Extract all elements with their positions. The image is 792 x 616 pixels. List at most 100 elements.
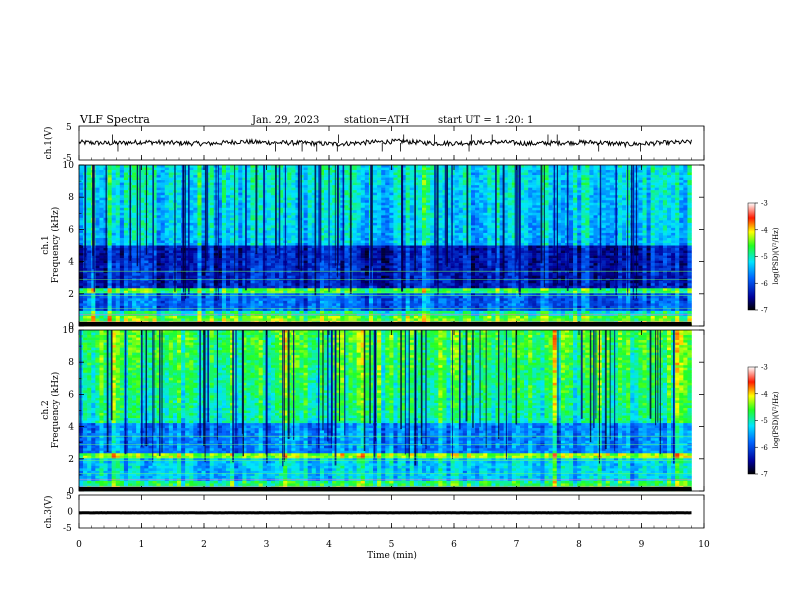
spectrogram-cell bbox=[659, 188, 663, 191]
spectrogram-cell bbox=[389, 203, 393, 206]
spectrogram-cell bbox=[577, 193, 581, 196]
spectrogram-cell bbox=[459, 235, 463, 238]
spectrogram-cell bbox=[536, 203, 540, 206]
spectrogram-cell bbox=[483, 178, 487, 181]
spectrogram-cell bbox=[267, 228, 271, 231]
spectrogram-cell bbox=[589, 213, 593, 216]
spectrogram-cell bbox=[671, 230, 675, 233]
spectrogram-cell bbox=[357, 173, 361, 176]
spectrogram-cell bbox=[381, 200, 385, 203]
spectrogram-cell bbox=[618, 170, 622, 173]
spectrogram-cell bbox=[304, 210, 308, 213]
spectrogram-cell bbox=[671, 180, 675, 183]
spectrogram-cell bbox=[581, 243, 585, 246]
spectrogram-cell bbox=[308, 208, 312, 211]
spectrogram-cell bbox=[418, 193, 422, 196]
spectrogram-cell bbox=[124, 180, 128, 183]
spectrogram-cell bbox=[536, 238, 540, 241]
spectrogram-cell bbox=[483, 225, 487, 228]
spectrogram-cell bbox=[663, 188, 667, 191]
spectrogram-cell bbox=[671, 185, 675, 188]
spectrogram-cell bbox=[626, 230, 630, 233]
spectrogram-cell bbox=[377, 175, 381, 178]
spectrogram-cell bbox=[471, 188, 475, 191]
spectrogram-cell bbox=[687, 200, 691, 203]
spectrogram-cell bbox=[357, 198, 361, 201]
spectrogram-cell bbox=[87, 170, 91, 173]
spectrogram-cell bbox=[108, 230, 112, 233]
spectrogram-cell bbox=[361, 178, 365, 181]
spectrogram-cell bbox=[536, 210, 540, 213]
spectrogram-cell bbox=[663, 235, 667, 238]
spectrogram-cell bbox=[549, 183, 553, 186]
spectrogram-cell bbox=[124, 188, 128, 191]
spectrogram-cell bbox=[459, 230, 463, 233]
spectrogram-cell bbox=[332, 213, 336, 216]
spectrogram-cell bbox=[438, 220, 442, 223]
spectrogram-cell bbox=[683, 220, 687, 223]
spectrogram-cell bbox=[120, 203, 124, 206]
spectrogram-cell bbox=[508, 243, 512, 246]
spectrogram-cell bbox=[410, 210, 414, 213]
spectrogram-cell bbox=[528, 185, 532, 188]
spectrogram-cell bbox=[226, 223, 230, 226]
spectrogram-cell bbox=[99, 173, 103, 176]
spectrogram-cell bbox=[165, 198, 169, 201]
spectrogram-cell bbox=[332, 205, 336, 208]
spectrogram-cell bbox=[169, 200, 173, 203]
spectrogram-cell bbox=[393, 243, 397, 246]
spectrogram-cell bbox=[459, 183, 463, 186]
spectrogram-cell bbox=[475, 173, 479, 176]
spectrogram-cell bbox=[267, 215, 271, 218]
spectrogram-cell bbox=[365, 210, 369, 213]
spectrogram-cell bbox=[148, 185, 152, 188]
spectrogram-cell bbox=[157, 228, 161, 231]
spectrogram-cell bbox=[549, 165, 553, 168]
spectrogram-cell bbox=[287, 223, 291, 226]
spectrogram-cell bbox=[99, 188, 103, 191]
spectrogram-cell bbox=[357, 230, 361, 233]
spectrogram-cell bbox=[622, 215, 626, 218]
spectrogram-cell bbox=[638, 243, 642, 246]
spectrogram-cell bbox=[112, 223, 116, 226]
spectrogram-cell bbox=[410, 220, 414, 223]
spectrogram-cell bbox=[602, 178, 606, 181]
spectrogram-cell bbox=[638, 168, 642, 171]
spectrogram-cell bbox=[287, 243, 291, 246]
spectrogram-cell bbox=[251, 185, 255, 188]
spectrogram-cell bbox=[87, 198, 91, 201]
spectrogram-cell bbox=[679, 200, 683, 203]
spectrogram-cell bbox=[332, 233, 336, 236]
spectrogram-cell bbox=[549, 190, 553, 193]
spectrogram-cell bbox=[267, 208, 271, 211]
spectrogram-cell bbox=[573, 220, 577, 223]
spectrogram-cell bbox=[528, 225, 532, 228]
spectrogram-cell bbox=[112, 200, 116, 203]
spectrogram-cell bbox=[532, 188, 536, 191]
spectrogram-cell bbox=[116, 183, 120, 186]
spectrogram-cell bbox=[95, 198, 99, 201]
spectrogram-cell bbox=[610, 183, 614, 186]
spectrogram-cell bbox=[357, 210, 361, 213]
spectrogram-cell bbox=[308, 246, 312, 249]
spectrogram-cell bbox=[479, 185, 483, 188]
spectrogram-cell bbox=[197, 183, 201, 186]
spectrogram-cell bbox=[438, 210, 442, 213]
spectrogram-cell bbox=[353, 188, 357, 191]
spectrogram-cell bbox=[675, 188, 679, 191]
spectrogram-cell bbox=[197, 168, 201, 171]
spectrogram-cell bbox=[373, 195, 377, 198]
spectrogram-cell bbox=[161, 185, 165, 188]
spectrogram-cell bbox=[487, 223, 491, 226]
spectrogram-cell bbox=[549, 198, 553, 201]
spectrogram-cell bbox=[124, 215, 128, 218]
spectrogram-cell bbox=[365, 243, 369, 246]
spectrogram-cell bbox=[116, 220, 120, 223]
spectrogram-cell bbox=[385, 168, 389, 171]
spectrogram-cell bbox=[426, 228, 430, 231]
spectrogram-cell bbox=[610, 215, 614, 218]
spectrogram-cell bbox=[594, 205, 598, 208]
spectrogram-cell bbox=[377, 178, 381, 181]
spectrogram-cell bbox=[655, 170, 659, 173]
spectrogram-cell bbox=[169, 246, 173, 249]
